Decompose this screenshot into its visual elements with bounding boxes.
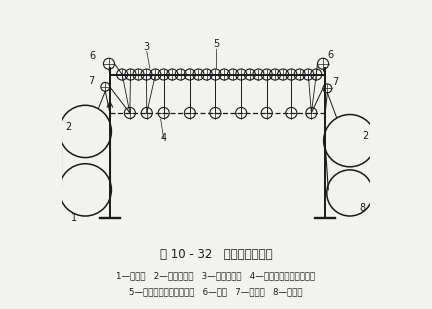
- Text: 1—进绸卷   2—伸缩扩幅辊   3—上排搓绸辊   4—下排搓绸辊（最低位）: 1—进绸卷 2—伸缩扩幅辊 3—上排搓绸辊 4—下排搓绸辊（最低位）: [117, 272, 315, 281]
- Text: 5—下排搓绸辊（最高位）   6—弯辊   7—直导辊   8—出绸卷: 5—下排搓绸辊（最高位） 6—弯辊 7—直导辊 8—出绸卷: [129, 287, 303, 296]
- Text: 8: 8: [359, 203, 365, 214]
- Text: 2: 2: [362, 131, 368, 141]
- Text: 1: 1: [71, 213, 78, 223]
- Text: 2: 2: [65, 122, 71, 132]
- Text: 6: 6: [328, 50, 334, 60]
- Text: 5: 5: [213, 39, 219, 49]
- Text: 4: 4: [161, 133, 167, 143]
- Text: 7: 7: [88, 76, 95, 86]
- Text: 图 10 - 32   机械柔软整理机: 图 10 - 32 机械柔软整理机: [160, 248, 272, 261]
- Text: 3: 3: [144, 42, 150, 52]
- Text: 6: 6: [89, 51, 95, 61]
- Text: 7: 7: [332, 77, 338, 87]
